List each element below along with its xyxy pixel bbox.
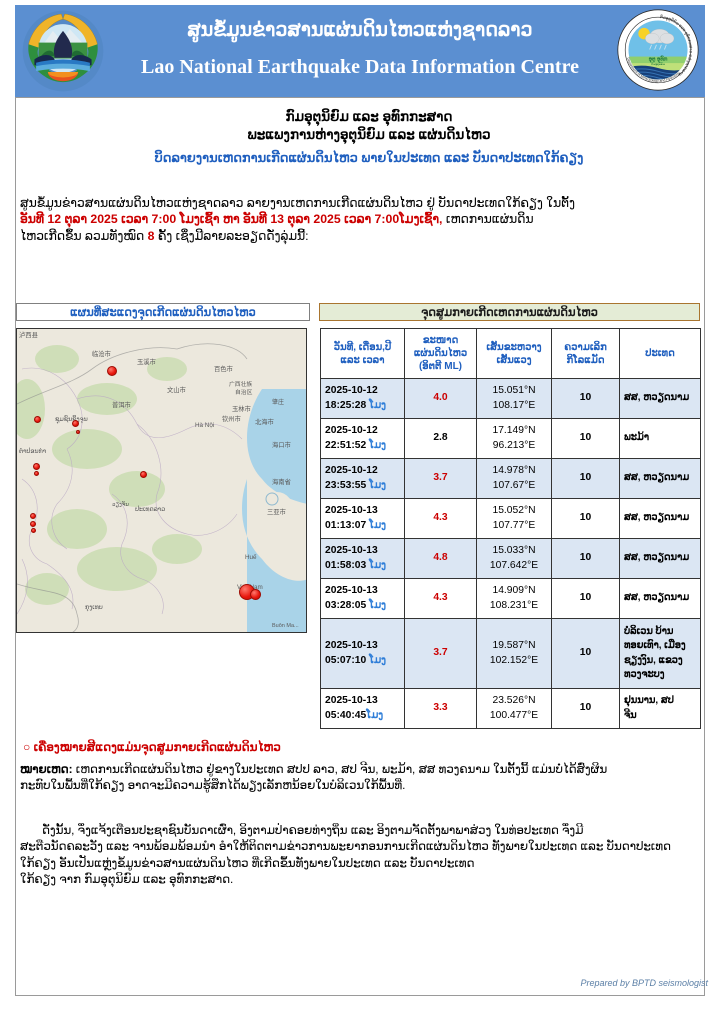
svg-text:Huế: Huế <box>245 552 257 561</box>
svg-text:百色市: 百色市 <box>214 364 233 373</box>
svg-text:肇庄: 肇庄 <box>272 398 284 406</box>
svg-text:北海市: 北海市 <box>255 417 274 426</box>
svg-text:临沧市: 临沧市 <box>92 349 111 358</box>
svg-text:三亚市: 三亚市 <box>267 507 286 516</box>
svg-text:ປະເທດລາວ: ປະເທດລາວ <box>135 506 165 513</box>
svg-text:普洱市: 普洱市 <box>112 400 131 409</box>
svg-text:泸西县: 泸西县 <box>19 330 38 339</box>
svg-text:ຕຳປອນກ່າ: ຕຳປອນກ່າ <box>19 448 46 455</box>
svg-text:玉溪市: 玉溪市 <box>137 357 156 366</box>
svg-text:海南省: 海南省 <box>272 477 291 486</box>
svg-text:ກຸງເທບ: ກຸງເທບ <box>85 604 103 612</box>
svg-text:Hà Nội: Hà Nội <box>195 422 214 429</box>
svg-text:Buôn Ma...: Buôn Ma... <box>272 623 299 629</box>
svg-text:自治区: 自治区 <box>235 388 253 396</box>
svg-text:文山市: 文山市 <box>167 385 186 394</box>
svg-text:玉林市: 玉林市 <box>232 404 251 413</box>
svg-text:海口市: 海口市 <box>272 440 291 449</box>
svg-text:钦州市: 钦州市 <box>222 414 241 423</box>
svg-text:广西壮族: 广西壮族 <box>229 380 252 388</box>
